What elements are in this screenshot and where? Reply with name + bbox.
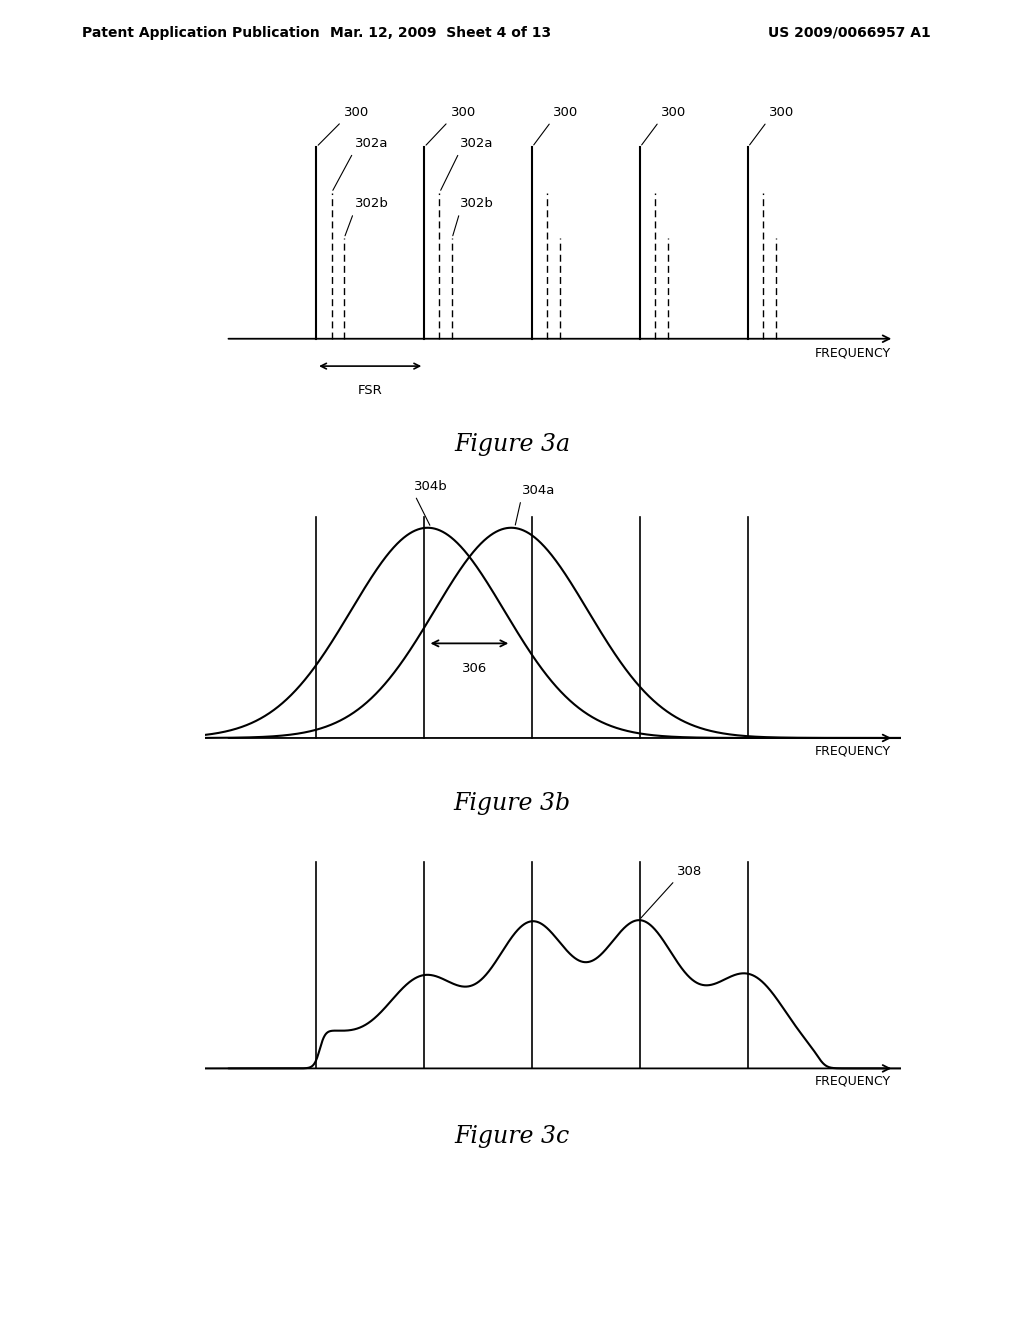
Text: 302a: 302a xyxy=(440,137,494,190)
Text: 300: 300 xyxy=(426,106,476,145)
Text: 300: 300 xyxy=(750,106,794,145)
Text: 302a: 302a xyxy=(333,137,388,190)
Text: 302b: 302b xyxy=(453,198,495,236)
Text: 300: 300 xyxy=(534,106,579,145)
Text: 304a: 304a xyxy=(515,484,555,525)
Text: Figure 3a: Figure 3a xyxy=(454,433,570,455)
Text: FREQUENCY: FREQUENCY xyxy=(814,1074,891,1088)
Text: 300: 300 xyxy=(318,106,370,145)
Text: Figure 3b: Figure 3b xyxy=(454,792,570,814)
Text: FREQUENCY: FREQUENCY xyxy=(814,346,891,359)
Text: Figure 3c: Figure 3c xyxy=(455,1125,569,1147)
Text: 306: 306 xyxy=(463,663,487,676)
Text: FREQUENCY: FREQUENCY xyxy=(814,744,891,758)
Text: FSR: FSR xyxy=(357,384,383,397)
Text: 304b: 304b xyxy=(414,480,447,525)
Text: 308: 308 xyxy=(641,865,702,919)
Text: 300: 300 xyxy=(642,106,686,145)
Text: Patent Application Publication: Patent Application Publication xyxy=(82,26,319,40)
Text: US 2009/0066957 A1: US 2009/0066957 A1 xyxy=(768,26,931,40)
Text: 302b: 302b xyxy=(345,198,388,236)
Text: Mar. 12, 2009  Sheet 4 of 13: Mar. 12, 2009 Sheet 4 of 13 xyxy=(330,26,551,40)
